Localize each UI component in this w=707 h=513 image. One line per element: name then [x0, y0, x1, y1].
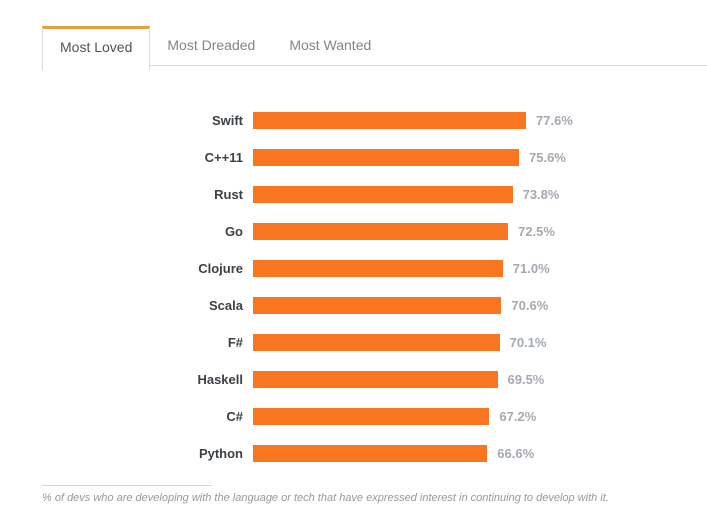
category-label: Rust [214, 187, 243, 202]
value-label: 72.5% [518, 224, 555, 239]
bar [253, 297, 502, 314]
category-label: C# [226, 409, 243, 424]
value-label: 77.6% [536, 113, 573, 128]
chart-row: Swift 77.6% [42, 102, 707, 139]
chart-row: Haskell 69.5% [42, 361, 707, 398]
chart-row: Scala 70.6% [42, 287, 707, 324]
bar-chart: Swift 77.6% C++11 75.6% Rust 73.8% Go 72.5% Cloj… [42, 102, 707, 472]
chart-row: Rust 73.8% [42, 176, 707, 213]
category-label: Python [198, 446, 243, 461]
value-label: 67.2% [499, 409, 537, 424]
category-label: F# [227, 335, 243, 350]
chart-row: Go 72.5% [42, 213, 707, 250]
bar [253, 371, 498, 388]
value-label: 73.8% [522, 187, 560, 202]
footnote: % of devs who are developing with the la… [42, 485, 707, 504]
value-label: 66.6% [497, 446, 535, 461]
category-label: Go [224, 224, 243, 239]
tab-most-dreaded[interactable]: Most Dreaded [167, 37, 256, 53]
bar [253, 445, 488, 462]
bar [253, 260, 503, 277]
bar [253, 223, 509, 240]
bar [253, 186, 513, 203]
value-label: 75.6% [529, 150, 566, 165]
tab-most-wanted[interactable]: Most Wanted [289, 37, 372, 53]
chart-row: Clojure 71.0% [42, 250, 707, 287]
bar [253, 334, 500, 351]
category-label: Haskell [197, 372, 243, 387]
footnote-divider [42, 485, 212, 486]
chart-row: F# 70.1% [42, 324, 707, 361]
tab-bar: Most Loved Most Dreaded Most Wanted [42, 25, 707, 70]
category-label: Swift [211, 113, 243, 128]
bar [253, 408, 490, 425]
value-label: 69.5% [507, 372, 545, 387]
chart-row: Python 66.6% [42, 435, 707, 472]
bar [253, 112, 526, 129]
footnote-text: % of devs who are developing with the la… [42, 492, 609, 504]
value-label: 70.6% [511, 298, 549, 313]
category-label: C++11 [204, 150, 243, 165]
category-label: Clojure [198, 261, 243, 276]
value-label: 70.1% [509, 335, 547, 350]
value-label: 71.0% [512, 261, 550, 276]
category-label: Scala [209, 298, 243, 313]
chart-row: C# 67.2% [42, 398, 707, 435]
chart-row: C++11 75.6% [42, 139, 707, 176]
bar [253, 149, 519, 166]
tab-most-loved[interactable]: Most Loved [42, 26, 151, 70]
